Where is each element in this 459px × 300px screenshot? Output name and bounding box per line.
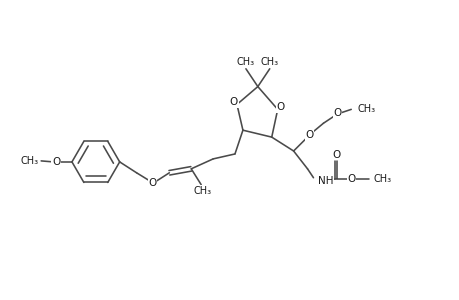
Text: O: O bbox=[305, 130, 313, 140]
Text: CH₃: CH₃ bbox=[260, 57, 278, 67]
Text: CH₃: CH₃ bbox=[193, 186, 211, 196]
Text: O: O bbox=[52, 157, 60, 167]
Text: O: O bbox=[332, 108, 341, 118]
Text: CH₃: CH₃ bbox=[357, 104, 375, 114]
Text: CH₃: CH₃ bbox=[20, 156, 38, 166]
Text: NH: NH bbox=[318, 176, 333, 186]
Text: O: O bbox=[347, 174, 355, 184]
Text: O: O bbox=[230, 98, 238, 107]
Text: O: O bbox=[331, 150, 340, 160]
Text: O: O bbox=[148, 178, 156, 188]
Text: O: O bbox=[276, 102, 284, 112]
Text: CH₃: CH₃ bbox=[236, 57, 254, 67]
Text: CH₃: CH₃ bbox=[372, 174, 391, 184]
